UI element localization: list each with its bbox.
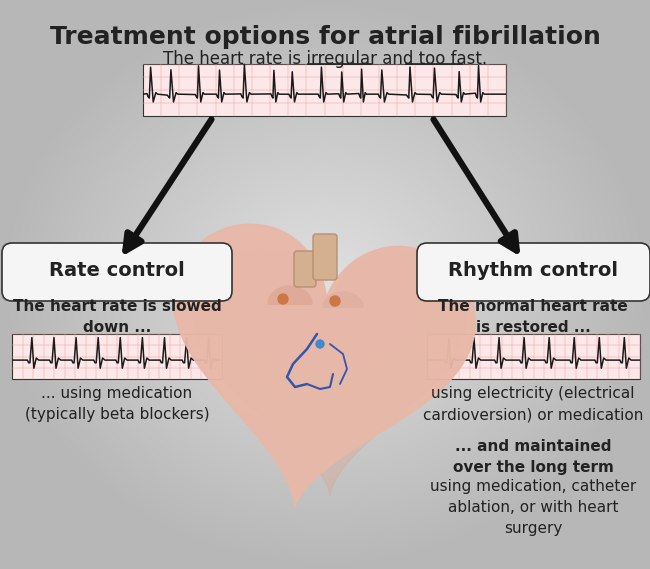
FancyBboxPatch shape — [12, 334, 222, 379]
Polygon shape — [268, 286, 312, 304]
Text: ... and maintained
over the long term: ... and maintained over the long term — [452, 439, 614, 475]
FancyBboxPatch shape — [417, 243, 650, 301]
Circle shape — [316, 340, 324, 348]
FancyBboxPatch shape — [427, 334, 640, 379]
Text: Treatment options for atrial fibrillation: Treatment options for atrial fibrillatio… — [49, 25, 601, 49]
Polygon shape — [323, 292, 363, 307]
Polygon shape — [173, 224, 475, 508]
Text: using electricity (electrical
cardioversion) or medication: using electricity (electrical cardiovers… — [422, 386, 644, 422]
Text: using medication, catheter
ablation, or with heart
surgery: using medication, catheter ablation, or … — [430, 479, 636, 536]
FancyBboxPatch shape — [143, 64, 506, 116]
Text: Rhythm control: Rhythm control — [448, 261, 618, 279]
Text: The heart rate is irregular and too fast.: The heart rate is irregular and too fast… — [163, 50, 487, 68]
Text: The normal heart rate
is restored ...: The normal heart rate is restored ... — [438, 299, 628, 335]
FancyBboxPatch shape — [294, 251, 316, 287]
Text: The heart rate is slowed
down ...: The heart rate is slowed down ... — [12, 299, 222, 335]
Text: ... using medication
(typically beta blockers): ... using medication (typically beta blo… — [25, 386, 209, 422]
Circle shape — [330, 296, 340, 306]
Polygon shape — [194, 250, 466, 496]
FancyBboxPatch shape — [313, 234, 337, 280]
Circle shape — [278, 294, 288, 304]
FancyBboxPatch shape — [2, 243, 232, 301]
Text: Rate control: Rate control — [49, 261, 185, 279]
